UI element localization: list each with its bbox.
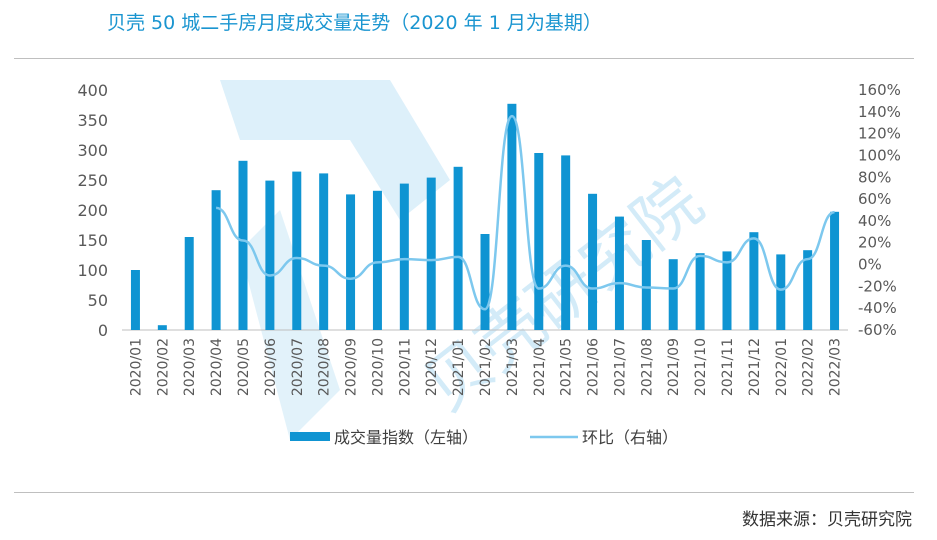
bar [534, 153, 544, 330]
bar [211, 190, 221, 330]
x-tick-label: 2021/04 [532, 338, 548, 396]
x-tick-label: 2020/10 [370, 338, 386, 396]
mom-line [215, 114, 835, 311]
left-tick-label: 50 [88, 291, 108, 310]
right-tick-label: 0% [858, 256, 882, 274]
right-tick-label: 80% [858, 168, 891, 186]
right-tick-label: 120% [858, 125, 901, 143]
bar [426, 177, 436, 330]
x-tick-label: 2021/09 [666, 338, 682, 396]
bar [238, 160, 248, 330]
bar [184, 237, 194, 330]
right-tick-label: -40% [858, 299, 897, 317]
right-tick-label: 60% [858, 190, 891, 208]
x-tick-label: 2020/08 [317, 338, 333, 396]
x-tick-label: 2020/06 [263, 338, 279, 396]
right-tick-label: 20% [858, 234, 891, 252]
left-tick-label: 250 [77, 171, 108, 190]
x-tick-label: 2021/03 [505, 338, 521, 396]
x-tick-label: 2021/06 [586, 338, 602, 396]
right-tick-label: -60% [858, 321, 897, 339]
x-tick-label: 2022/02 [801, 338, 817, 396]
bar [399, 183, 409, 330]
bottom-divider [14, 492, 914, 493]
bar [749, 232, 759, 330]
x-tick-label: 2020/12 [424, 338, 440, 396]
x-tick-label: 2020/05 [236, 338, 252, 396]
legend-bar-label: 成交量指数（左轴） [334, 428, 478, 447]
x-tick-label: 2021/05 [559, 338, 575, 396]
bar [157, 325, 167, 330]
bar [480, 234, 490, 330]
x-tick-label: 2021/02 [478, 338, 494, 396]
bar [319, 173, 329, 330]
bar [130, 270, 140, 330]
x-tick-label: 2021/08 [639, 338, 655, 396]
chart-title: 贝壳 50 城二手房月度成交量走势（2020 年 1 月为基期） [107, 12, 602, 34]
right-tick-label: -20% [858, 277, 897, 295]
right-tick-label: 100% [858, 146, 901, 164]
x-tick-label: 2021/10 [693, 338, 709, 396]
x-tick-label: 2020/09 [344, 338, 360, 396]
bar [561, 155, 571, 330]
bar [292, 171, 302, 330]
x-tick-label: 2021/12 [747, 338, 763, 396]
right-tick-label: 40% [858, 212, 891, 230]
source-note: 数据来源：贝壳研究院 [742, 510, 912, 530]
left-tick-label: 300 [77, 141, 108, 160]
bar [776, 254, 786, 330]
left-tick-label: 400 [77, 81, 108, 100]
bar [722, 251, 732, 330]
bar [614, 216, 624, 330]
bar [695, 253, 705, 330]
x-tick-label: 2020/03 [182, 338, 198, 396]
bar [830, 211, 840, 330]
right-tick-label: 160% [858, 81, 901, 99]
x-tick-label: 2021/07 [612, 338, 628, 396]
x-tick-label: 2020/07 [290, 338, 306, 396]
x-tick-label: 2020/01 [128, 338, 144, 396]
top-divider [14, 58, 914, 59]
bar [372, 190, 382, 330]
x-tick-label: 2020/04 [209, 338, 225, 396]
x-tick-label: 2021/11 [720, 338, 736, 396]
bar [346, 194, 356, 330]
bar [265, 180, 275, 330]
left-tick-label: 150 [77, 231, 108, 250]
bar [507, 103, 517, 330]
x-tick-label: 2021/01 [451, 338, 467, 396]
bar [803, 250, 813, 330]
legend-line-label: 环比（右轴） [582, 428, 678, 447]
bar [588, 193, 598, 330]
bar [668, 259, 678, 330]
legend-bar-swatch [290, 432, 330, 441]
x-tick-label: 2022/01 [774, 338, 790, 396]
bar [641, 240, 651, 330]
left-tick-label: 0 [98, 321, 108, 340]
x-tick-label: 2020/11 [397, 338, 413, 396]
left-tick-label: 200 [77, 201, 108, 220]
x-tick-label: 2022/03 [828, 338, 844, 396]
x-tick-label: 2020/02 [155, 338, 171, 396]
bar [453, 166, 463, 330]
right-tick-label: 140% [858, 103, 901, 121]
left-tick-label: 100 [77, 261, 108, 280]
left-tick-label: 350 [77, 111, 108, 130]
